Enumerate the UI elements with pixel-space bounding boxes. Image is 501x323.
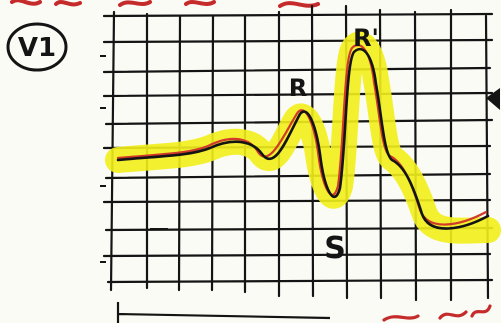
- grid-hline: [102, 66, 492, 74]
- grid-vline: [484, 14, 490, 300]
- grid-hline: [106, 278, 494, 284]
- lead-label: V1: [18, 33, 56, 63]
- lead-label-circle: [6, 22, 68, 72]
- left-ticks: [100, 55, 106, 263]
- grid-hline: [102, 12, 494, 18]
- r-peak-label: R: [289, 74, 307, 102]
- grid-hline: [102, 252, 492, 258]
- top-red-scribble: [10, 0, 320, 8]
- s-wave-label: S: [324, 231, 346, 266]
- grid-hline: [102, 38, 494, 44]
- right-arrow-marker: [486, 88, 500, 110]
- r-prime-peak-label: R': [353, 24, 379, 52]
- ecg-trace-ink: [116, 47, 490, 230]
- grid-hline: [104, 172, 492, 180]
- grid-hline: [102, 91, 494, 98]
- bottom-frame-line: [116, 302, 331, 323]
- bottom-red-scribble: [382, 304, 492, 322]
- grid-vline: [413, 10, 418, 302]
